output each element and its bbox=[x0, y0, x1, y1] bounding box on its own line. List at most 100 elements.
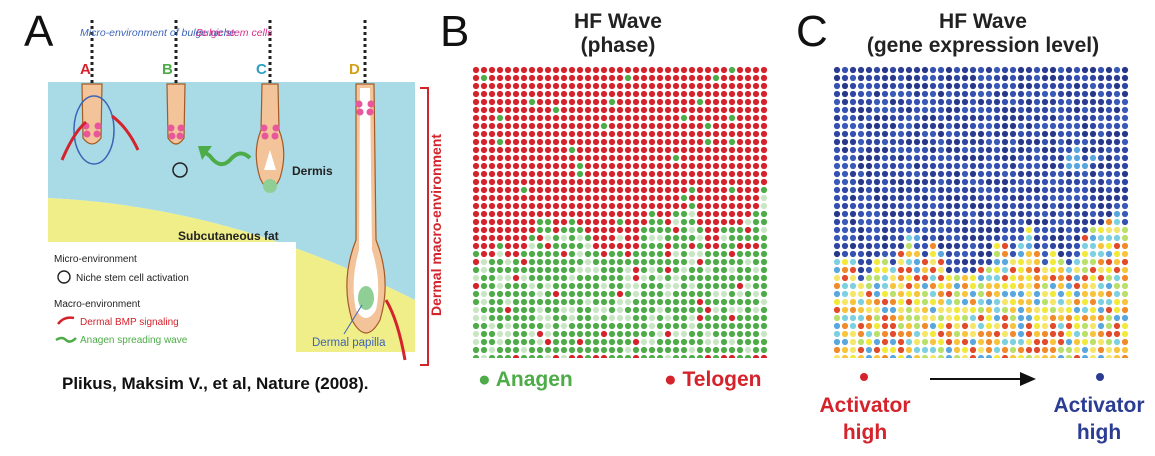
expression-dot bbox=[1097, 90, 1105, 98]
phase-dot bbox=[608, 314, 616, 322]
phase-dot bbox=[696, 330, 704, 338]
phase-dot bbox=[696, 122, 704, 130]
phase-dot bbox=[608, 258, 616, 266]
expression-dot bbox=[1065, 322, 1073, 330]
expression-dot bbox=[993, 154, 1001, 162]
expression-dot bbox=[961, 194, 969, 202]
phase-dot bbox=[504, 322, 512, 330]
expression-dot bbox=[1081, 122, 1089, 130]
phase-dot bbox=[496, 66, 504, 74]
phase-dot bbox=[704, 250, 712, 258]
expression-dot bbox=[1097, 338, 1105, 346]
expression-dot bbox=[1001, 130, 1009, 138]
expression-dot bbox=[857, 314, 865, 322]
phase-dot bbox=[504, 130, 512, 138]
expression-dot bbox=[1081, 106, 1089, 114]
phase-dot bbox=[728, 218, 736, 226]
phase-dot bbox=[528, 250, 536, 258]
expression-dot bbox=[985, 234, 993, 242]
phase-dot bbox=[760, 114, 768, 122]
expression-dot bbox=[929, 338, 937, 346]
expression-dot bbox=[977, 250, 985, 258]
phase-dot bbox=[496, 298, 504, 306]
callout-micro-environment: Micro-environment of bulge niche bbox=[80, 27, 235, 39]
phase-dot bbox=[576, 226, 584, 234]
expression-dot bbox=[849, 162, 857, 170]
phase-dot bbox=[720, 218, 728, 226]
phase-dot bbox=[608, 82, 616, 90]
phase-dot bbox=[544, 106, 552, 114]
phase-dot bbox=[672, 282, 680, 290]
expression-dot bbox=[913, 122, 921, 130]
phase-dot bbox=[728, 130, 736, 138]
phase-dot bbox=[752, 210, 760, 218]
expression-dot bbox=[921, 178, 929, 186]
expression-dot bbox=[1041, 194, 1049, 202]
phase-dot bbox=[616, 218, 624, 226]
expression-dot bbox=[945, 186, 953, 194]
expression-dot bbox=[1065, 130, 1073, 138]
phase-dot bbox=[520, 266, 528, 274]
phase-dot bbox=[584, 322, 592, 330]
phase-dot bbox=[472, 130, 480, 138]
phase-dot bbox=[616, 322, 624, 330]
expression-dot bbox=[953, 178, 961, 186]
phase-dot bbox=[648, 98, 656, 106]
phase-dot bbox=[536, 186, 544, 194]
phase-dot bbox=[704, 202, 712, 210]
expression-dot bbox=[977, 106, 985, 114]
phase-dot bbox=[640, 226, 648, 234]
expression-dot bbox=[985, 258, 993, 266]
phase-dot bbox=[712, 162, 720, 170]
phase-dot bbox=[728, 314, 736, 322]
expression-dot bbox=[833, 122, 841, 130]
phase-dot bbox=[488, 138, 496, 146]
phase-dot bbox=[616, 354, 624, 358]
phase-dot bbox=[760, 202, 768, 210]
expression-dot bbox=[1009, 186, 1017, 194]
expression-dot bbox=[921, 306, 929, 314]
expression-dot bbox=[889, 322, 897, 330]
phase-dot bbox=[496, 282, 504, 290]
phase-dot bbox=[640, 338, 648, 346]
expression-dot bbox=[905, 210, 913, 218]
phase-dot bbox=[496, 346, 504, 354]
phase-dot bbox=[592, 106, 600, 114]
phase-dot bbox=[584, 290, 592, 298]
phase-dot bbox=[616, 146, 624, 154]
expression-dot bbox=[873, 170, 881, 178]
expression-dot bbox=[921, 66, 929, 74]
phase-dot bbox=[680, 346, 688, 354]
expression-dot bbox=[961, 138, 969, 146]
phase-dot bbox=[688, 98, 696, 106]
expression-dot bbox=[1113, 266, 1121, 274]
expression-dot bbox=[1057, 178, 1065, 186]
expression-dot bbox=[1041, 234, 1049, 242]
expression-dot bbox=[1009, 250, 1017, 258]
expression-dot bbox=[937, 162, 945, 170]
phase-dot bbox=[488, 346, 496, 354]
phase-dot bbox=[648, 202, 656, 210]
phase-dot bbox=[632, 250, 640, 258]
expression-dot bbox=[865, 250, 873, 258]
phase-dot bbox=[696, 154, 704, 162]
phase-dot bbox=[568, 266, 576, 274]
expression-dot bbox=[993, 242, 1001, 250]
expression-dot bbox=[1081, 162, 1089, 170]
expression-dot bbox=[969, 250, 977, 258]
expression-dot bbox=[1025, 186, 1033, 194]
phase-dot bbox=[520, 282, 528, 290]
phase-dot bbox=[616, 90, 624, 98]
expression-dot bbox=[1049, 346, 1057, 354]
expression-dot bbox=[1105, 122, 1113, 130]
phase-dot bbox=[472, 202, 480, 210]
expression-dot bbox=[1049, 322, 1057, 330]
phase-dot bbox=[656, 74, 664, 82]
phase-dot bbox=[520, 242, 528, 250]
legend-bmp-signaling: Dermal BMP signaling bbox=[80, 317, 179, 328]
phase-dot bbox=[560, 114, 568, 122]
expression-dot bbox=[1105, 298, 1113, 306]
expression-dot bbox=[1089, 250, 1097, 258]
expression-dot bbox=[921, 186, 929, 194]
phase-dot bbox=[704, 282, 712, 290]
